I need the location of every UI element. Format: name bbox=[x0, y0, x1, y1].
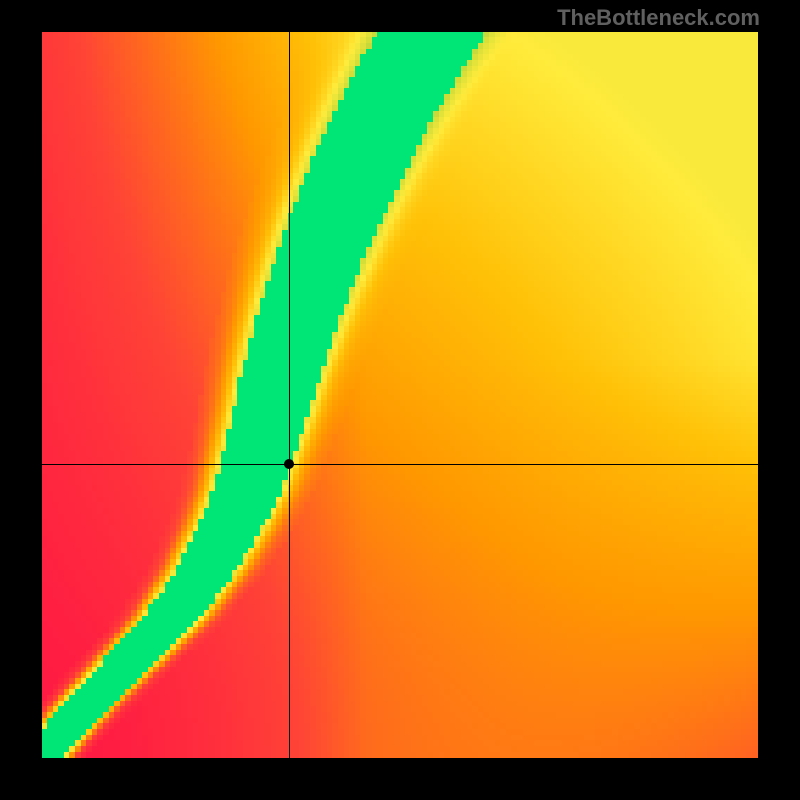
plot-area bbox=[42, 32, 758, 758]
crosshair-marker bbox=[284, 459, 294, 469]
heatmap-canvas bbox=[42, 32, 758, 758]
crosshair-horizontal bbox=[42, 464, 758, 465]
root-container: TheBottleneck.com bbox=[0, 0, 800, 800]
watermark-label: TheBottleneck.com bbox=[557, 5, 760, 31]
crosshair-vertical bbox=[289, 32, 290, 758]
